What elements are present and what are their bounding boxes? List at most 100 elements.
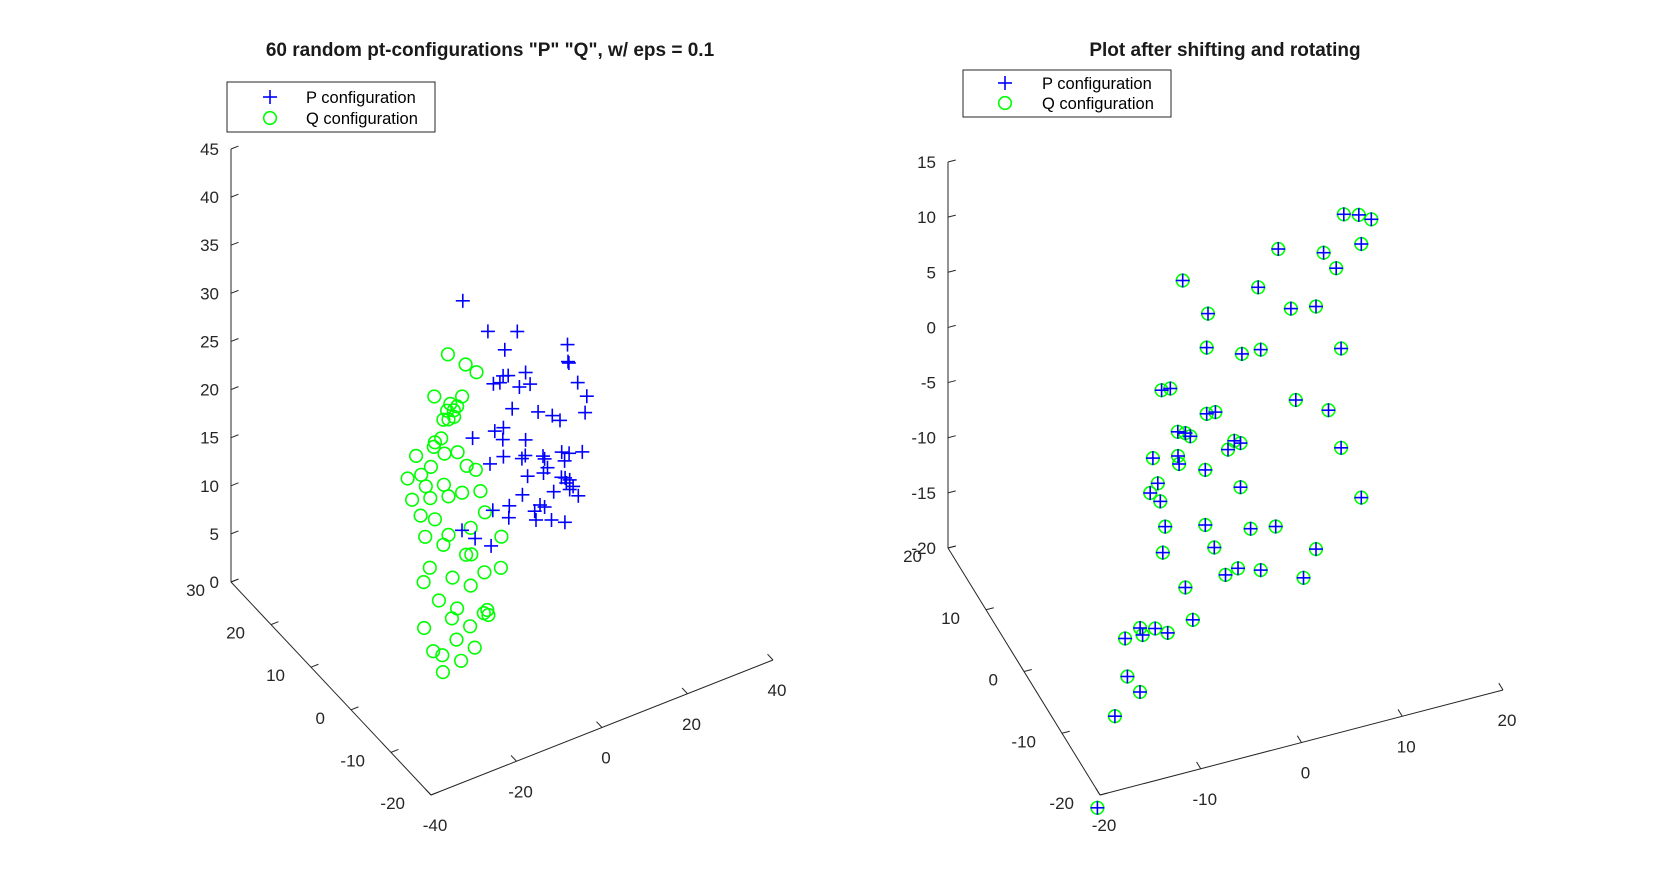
p-point-marker	[1227, 433, 1242, 448]
p-point-marker	[1118, 631, 1133, 646]
p-point-marker	[1178, 580, 1193, 595]
p-point-marker	[1150, 476, 1165, 491]
p-point-marker	[1153, 494, 1168, 509]
q-point-marker	[450, 445, 465, 460]
q-point-marker	[417, 620, 432, 636]
q-point-marker	[436, 412, 451, 427]
z-tick-label: 5	[210, 525, 219, 544]
z-tick-label: 30	[200, 284, 219, 303]
z-tick-label: -15	[911, 484, 936, 503]
q-point-marker	[413, 508, 428, 523]
q-point-marker	[431, 593, 447, 608]
p-point-marker	[1334, 341, 1349, 356]
p-point-marker	[492, 375, 507, 390]
p-point-marker	[1351, 207, 1366, 222]
p-point-marker	[562, 482, 577, 497]
y-tick-label: -20	[508, 782, 533, 801]
p-point-marker	[1170, 424, 1185, 439]
p-point-marker	[468, 531, 483, 546]
x-tick-mark	[430, 791, 439, 796]
z-tick-mark	[230, 530, 239, 535]
p-point-marker	[1172, 457, 1187, 471]
p-point-marker	[486, 376, 501, 391]
q-point-marker	[494, 529, 509, 544]
p-point-marker	[537, 451, 552, 466]
left-legend-q-label: Q configuration	[306, 110, 418, 128]
p-point-marker	[1120, 669, 1135, 684]
z-tick-label: -5	[921, 374, 936, 393]
y-tick-label: 0	[1301, 764, 1310, 783]
right-legend-box	[962, 69, 1172, 118]
q-point-marker	[468, 462, 483, 477]
p-point-marker	[554, 445, 569, 460]
q-point-marker	[443, 396, 458, 412]
p-point-marker	[483, 456, 497, 471]
p-point-marker	[1329, 261, 1344, 276]
z-tick-label: 35	[200, 236, 219, 255]
p-point-marker	[1133, 685, 1147, 699]
p-point-marker	[1198, 462, 1213, 477]
p-point-marker	[501, 368, 516, 383]
y-tick-mark	[1095, 787, 1101, 796]
z-tick-label: 10	[917, 208, 936, 227]
x-tick-label: 30	[186, 581, 205, 600]
x-tick-label: -10	[1011, 732, 1036, 751]
y-tick-mark	[596, 721, 603, 728]
x-tick-mark	[390, 748, 399, 753]
y-tick-label: 0	[601, 749, 610, 768]
z-tick-mark	[947, 214, 956, 218]
q-point-marker	[477, 505, 493, 520]
x-tick-label: 20	[226, 624, 245, 643]
p-point-marker	[1155, 545, 1170, 560]
q-point-marker	[463, 520, 478, 535]
q-point-marker	[459, 458, 474, 473]
p-point-marker	[579, 389, 594, 404]
y-tick-mark	[1498, 682, 1504, 691]
left-data-marks	[400, 293, 594, 680]
p-point-marker	[1316, 245, 1331, 260]
q-point-marker	[469, 365, 484, 380]
z-tick-label: 40	[200, 188, 219, 207]
p-point-marker	[480, 324, 495, 339]
y-tick-label: -40	[423, 816, 448, 835]
p-point-marker	[1158, 519, 1173, 534]
p-point-marker	[1336, 207, 1351, 222]
q-point-marker	[449, 632, 464, 647]
p-point-marker	[1309, 299, 1323, 314]
z-tick-mark	[947, 324, 956, 328]
q-point-marker	[480, 602, 495, 618]
z-tick-mark	[947, 490, 956, 494]
p-point-marker	[1234, 346, 1249, 361]
q-point-marker	[463, 619, 478, 634]
z-tick-mark	[230, 193, 239, 198]
left-axes: -20 -10 0 10 20 30 -40 -20 0 20 40 0 5 10 15 20 25 30 35 40…	[186, 140, 786, 835]
right-data-marks	[1090, 207, 1379, 815]
q-point-marker	[441, 489, 456, 504]
p-point-marker	[518, 448, 533, 463]
z-tick-label: -20	[911, 539, 936, 558]
q-point-marker	[427, 435, 443, 450]
z-tick-mark	[230, 386, 239, 391]
p-point-marker	[557, 453, 572, 468]
p-point-marker	[484, 538, 499, 553]
q-point-marker	[455, 389, 470, 404]
p-point-marker	[1221, 442, 1235, 457]
q-point-marker	[418, 529, 433, 544]
p-point-marker	[1154, 383, 1169, 398]
left-plot-title: 60 random pt-configurations "P" "Q", w/ …	[266, 40, 715, 61]
y-tick-label: 40	[768, 681, 787, 700]
p-point-marker	[496, 420, 511, 435]
z-tick-mark	[947, 159, 956, 163]
p-point-marker	[1231, 561, 1245, 576]
p-point-marker	[560, 337, 575, 352]
p-point-marker	[1321, 403, 1336, 418]
q-point-marker	[409, 448, 424, 464]
p-point-marker	[1090, 800, 1105, 815]
z-tick-mark	[230, 482, 239, 487]
p-point-marker	[455, 293, 470, 308]
p-point-marker	[1160, 625, 1175, 640]
p-point-marker	[1354, 237, 1369, 251]
y-tick-mark	[1397, 709, 1403, 717]
q-point-marker	[441, 527, 456, 543]
q-point-marker	[493, 560, 509, 575]
